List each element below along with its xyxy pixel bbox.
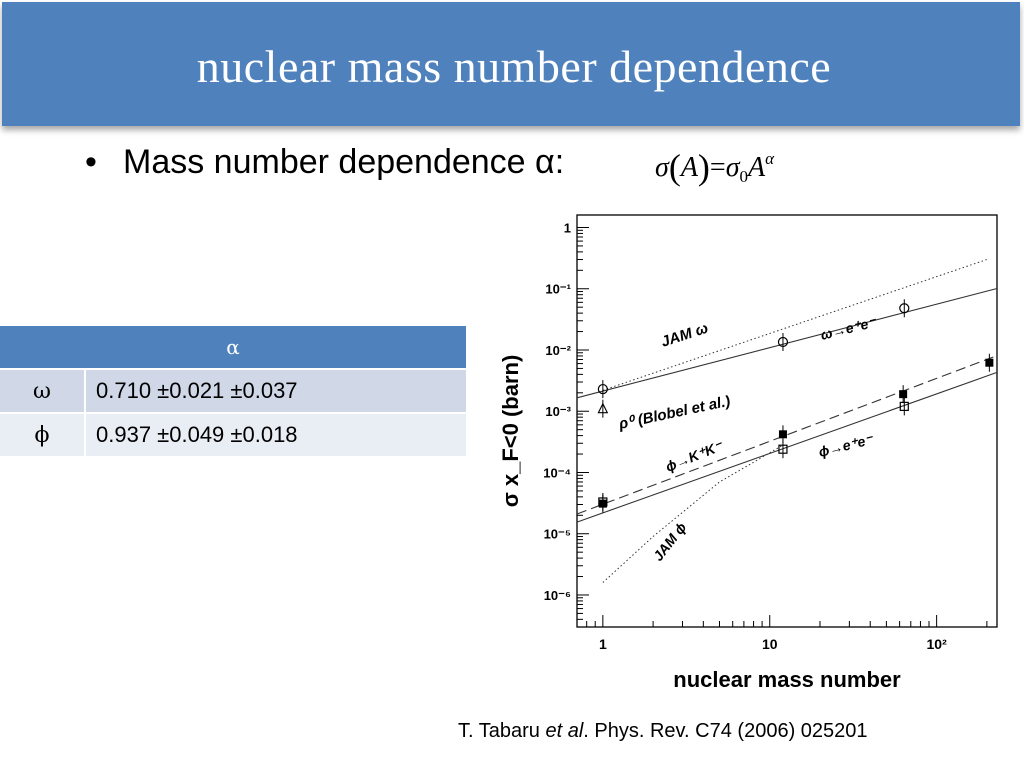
formula-exponent: α [765, 149, 775, 168]
table-symbol: ω [0, 369, 86, 414]
table-row: ω 0.710 ±0.021 ±0.037 [0, 369, 466, 414]
alpha-table-header: α [0, 326, 466, 370]
table-value: 0.937 ±0.049 ±0.018 [85, 413, 466, 456]
chart-annotation: ω→e⁺e⁻ [819, 313, 879, 342]
table-row: ϕ 0.937 ±0.049 ±0.018 [0, 413, 466, 456]
data-point [777, 336, 789, 348]
formula-a: A [680, 152, 698, 183]
chart-annotation: JAM ϕ [650, 519, 690, 564]
y-tick-label: 10⁻² [545, 343, 571, 358]
data-point [597, 383, 608, 395]
data-point [778, 430, 787, 439]
chart-annotation: JAM ω [659, 320, 711, 351]
x-tick-label: 1 [599, 636, 607, 652]
y-tick-label: 10⁻⁶ [544, 588, 571, 603]
y-tick-label: 10⁻³ [545, 404, 571, 419]
bullet-text: Mass number dependence α: [123, 143, 565, 181]
data-point [985, 358, 994, 367]
fit-line [602, 259, 988, 391]
data-point [899, 303, 910, 314]
x-tick-label: 10² [927, 636, 948, 652]
alpha-table: α ω 0.710 ±0.021 ±0.037 ϕ 0.937 ±0.049 ±… [0, 326, 466, 456]
data-point [598, 497, 608, 507]
table-symbol: ϕ [0, 413, 86, 456]
fit-line [602, 444, 784, 583]
y-tick-label: 10⁻⁴ [543, 465, 571, 480]
bullet-dot: • [85, 143, 97, 181]
slide-title: nuclear mass number dependence [196, 41, 832, 92]
x-axis-label: nuclear mass number [673, 667, 901, 692]
data-point [899, 401, 909, 411]
formula-subscript: 0 [739, 167, 749, 186]
y-tick-label: 1 [564, 221, 571, 236]
chart-annotation: ϕ→e⁺e⁻ [817, 431, 876, 460]
data-point [778, 444, 788, 454]
chart-annotation: ρ⁰ (Blobel et al.) [616, 393, 731, 433]
mass-dependence-formula: σ(A)=σ0Aα [655, 146, 774, 188]
y-tick-label: 10⁻¹ [545, 282, 571, 297]
data-point [899, 390, 908, 399]
y-tick-label: 10⁻⁵ [544, 527, 571, 542]
reference-citation: T. Tabaru et al. Phys. Rev. C74 (2006) 0… [458, 720, 868, 743]
title-bar: nuclear mass number dependence [2, 2, 1020, 126]
reference-authors: T. Tabaru [458, 720, 546, 742]
data-point [597, 402, 609, 414]
table-value: 0.710 ±0.021 ±0.037 [85, 369, 466, 414]
reference-journal: . Phys. Rev. C74 (2006) 025201 [583, 720, 868, 742]
reference-etal: et al [545, 720, 584, 742]
formula-sigma0: σ [725, 152, 740, 183]
formula-paren: ( [668, 147, 681, 187]
y-axis-label: σ x_F<0 (barn) [498, 355, 523, 508]
x-tick-label: 10 [762, 636, 778, 652]
mass-dependence-chart: 1 10 10² 1 10⁻¹ 10⁻² 10⁻³ 10⁻⁴ 10⁻⁵ 10⁻⁶ nuclear m… [498, 214, 998, 692]
formula-a2: A [748, 152, 766, 183]
formula-equals: = [709, 152, 726, 183]
formula-paren: ) [697, 147, 710, 187]
bullet-item: • Mass number dependence α: [85, 143, 564, 182]
fit-line [576, 355, 998, 515]
formula-sigma: σ [655, 152, 669, 183]
